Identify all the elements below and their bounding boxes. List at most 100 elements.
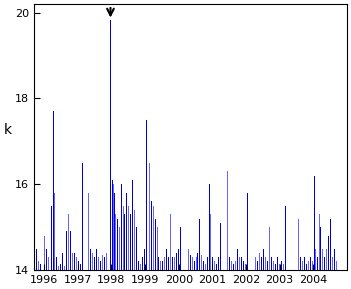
Bar xyxy=(132,180,133,270)
Bar xyxy=(96,249,97,270)
Bar xyxy=(51,206,52,270)
Bar xyxy=(235,261,236,270)
Bar xyxy=(209,184,210,270)
Bar xyxy=(134,210,135,270)
Bar xyxy=(56,257,57,270)
Bar xyxy=(123,206,124,270)
Bar xyxy=(166,249,167,270)
Bar xyxy=(74,253,75,270)
Bar xyxy=(298,218,299,270)
Bar xyxy=(98,257,99,270)
Bar xyxy=(160,261,161,270)
Bar xyxy=(265,257,266,270)
Bar xyxy=(157,227,158,270)
Bar xyxy=(104,257,105,270)
Bar xyxy=(196,257,197,270)
Bar xyxy=(207,257,208,270)
Bar xyxy=(53,111,54,270)
Bar xyxy=(328,236,329,270)
Bar xyxy=(336,261,337,270)
Bar xyxy=(38,261,39,270)
Bar xyxy=(245,264,246,270)
Bar xyxy=(319,214,320,270)
Bar xyxy=(332,257,333,270)
Bar xyxy=(218,257,219,270)
Bar xyxy=(220,223,221,270)
Bar xyxy=(62,253,63,270)
Bar xyxy=(64,266,65,270)
Bar xyxy=(60,264,61,270)
Bar xyxy=(80,264,81,270)
Bar xyxy=(257,261,258,270)
Bar xyxy=(146,120,147,270)
Bar xyxy=(172,257,173,270)
Bar xyxy=(136,227,137,270)
Bar xyxy=(314,176,315,270)
Bar xyxy=(308,261,309,270)
Bar xyxy=(112,180,113,270)
Bar xyxy=(178,249,179,270)
Bar xyxy=(267,261,268,270)
Bar xyxy=(110,21,111,270)
Bar xyxy=(223,249,224,270)
Bar xyxy=(216,264,217,270)
Bar xyxy=(326,249,327,270)
Y-axis label: k: k xyxy=(4,123,12,137)
Bar xyxy=(180,227,181,270)
Bar xyxy=(164,257,165,270)
Bar xyxy=(94,257,95,270)
Bar xyxy=(92,253,93,270)
Bar xyxy=(149,163,150,270)
Bar xyxy=(312,261,313,270)
Bar xyxy=(90,249,91,270)
Bar xyxy=(212,257,213,270)
Bar xyxy=(54,193,55,270)
Bar xyxy=(142,257,143,270)
Bar xyxy=(247,193,248,270)
Bar xyxy=(310,257,311,270)
Bar xyxy=(197,253,198,270)
Bar xyxy=(317,257,318,270)
Bar xyxy=(176,253,177,270)
Bar xyxy=(237,249,238,270)
Bar xyxy=(199,218,200,270)
Bar xyxy=(126,193,127,270)
Bar xyxy=(231,261,232,270)
Bar xyxy=(117,218,118,270)
Bar xyxy=(182,257,183,270)
Bar xyxy=(162,261,163,270)
Bar xyxy=(261,257,262,270)
Bar xyxy=(229,257,230,270)
Bar xyxy=(322,249,323,270)
Bar xyxy=(259,253,260,270)
Bar xyxy=(42,218,43,270)
Bar xyxy=(76,257,77,270)
Bar xyxy=(130,214,131,270)
Bar xyxy=(72,253,73,270)
Bar xyxy=(124,214,125,270)
Bar xyxy=(158,257,159,270)
Bar xyxy=(304,257,305,270)
Bar xyxy=(170,214,171,270)
Bar xyxy=(285,206,286,270)
Bar xyxy=(214,261,215,270)
Bar xyxy=(263,249,264,270)
Bar xyxy=(302,261,303,270)
Bar xyxy=(78,261,79,270)
Bar xyxy=(255,257,256,270)
Bar xyxy=(306,264,307,270)
Bar xyxy=(49,261,50,270)
Bar xyxy=(138,261,139,270)
Bar xyxy=(210,214,211,270)
Bar xyxy=(192,257,193,270)
Bar xyxy=(283,264,284,270)
Bar xyxy=(324,257,325,270)
Bar xyxy=(100,261,101,270)
Bar xyxy=(205,264,206,270)
Bar xyxy=(279,264,280,270)
Bar xyxy=(243,261,244,270)
Bar xyxy=(281,261,282,270)
Bar xyxy=(68,214,69,270)
Bar xyxy=(315,249,316,270)
Bar xyxy=(40,264,41,270)
